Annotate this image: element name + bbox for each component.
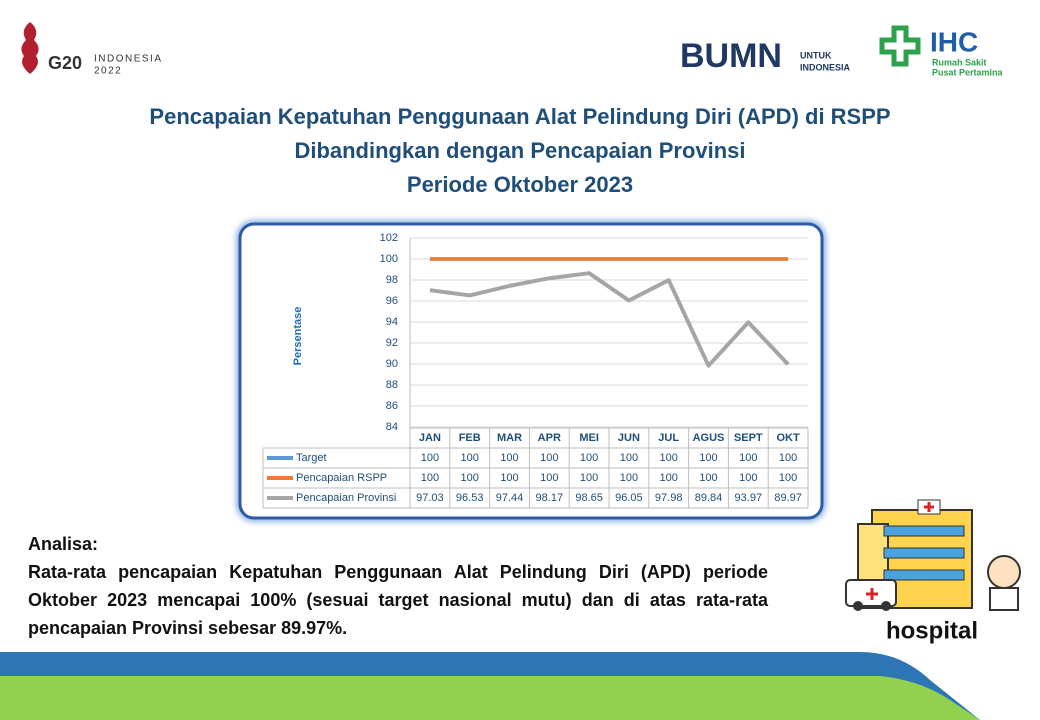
table-value: 96.53 xyxy=(456,492,484,504)
x-tick-label: APR xyxy=(538,432,561,444)
table-value: 100 xyxy=(620,472,638,484)
table-value: 100 xyxy=(699,452,717,464)
hospital-label: hospital xyxy=(886,617,978,644)
g20-logo: G20 INDONESIA 2022 xyxy=(21,22,163,77)
table-value: 89.84 xyxy=(695,492,723,504)
table-value: 89.97 xyxy=(774,492,802,504)
ihc-logo: IHC Rumah Sakit Pusat Pertamina xyxy=(879,25,1004,77)
x-tick-label: MAR xyxy=(497,432,522,444)
x-tick-label: FEB xyxy=(459,432,481,444)
ihc-sub: Pusat Pertamina xyxy=(932,67,1004,77)
bumn-sub: INDONESIA xyxy=(800,62,851,72)
y-tick-label: 102 xyxy=(380,232,398,244)
table-value: 100 xyxy=(580,472,598,484)
table-value: 100 xyxy=(739,472,757,484)
table-value: 100 xyxy=(500,472,518,484)
table-value: 100 xyxy=(779,472,797,484)
x-tick-label: JUN xyxy=(618,432,640,444)
y-tick-label: 84 xyxy=(386,421,398,433)
legend-label: Target xyxy=(296,452,327,464)
ihc-text: IHC xyxy=(930,26,978,57)
table-value: 93.97 xyxy=(735,492,763,504)
x-tick-label: MEI xyxy=(579,432,599,444)
table-value: 100 xyxy=(421,452,439,464)
y-tick-label: 98 xyxy=(386,274,398,286)
table-value: 100 xyxy=(421,472,439,484)
g20-sub: 2022 xyxy=(94,66,122,77)
table-value: 100 xyxy=(739,452,757,464)
table-value: 100 xyxy=(779,452,797,464)
table-value: 100 xyxy=(461,472,479,484)
table-value: 100 xyxy=(660,452,678,464)
wave-green xyxy=(0,676,980,720)
table-value: 96.05 xyxy=(615,492,643,504)
legend-label: Pencapaian RSPP xyxy=(296,472,387,484)
y-tick-label: 88 xyxy=(386,379,398,391)
y-axis-label: Persentase xyxy=(292,307,304,366)
x-tick-label: OKT xyxy=(776,432,800,444)
table-value: 100 xyxy=(620,452,638,464)
table-value: 100 xyxy=(540,472,558,484)
ihc-sub: Rumah Sakit xyxy=(932,57,987,67)
table-value: 100 xyxy=(500,452,518,464)
analysis-text: Rata-rata pencapaian Kepatuhan Penggunaa… xyxy=(28,562,768,638)
g20-text: G20 xyxy=(48,53,82,73)
table-value: 97.98 xyxy=(655,492,683,504)
y-tick-label: 100 xyxy=(380,253,398,265)
y-tick-label: 96 xyxy=(386,295,398,307)
table-value: 100 xyxy=(660,472,678,484)
y-tick-label: 86 xyxy=(386,400,398,412)
table-value: 98.17 xyxy=(536,492,564,504)
x-tick-label: JAN xyxy=(419,432,441,444)
table-value: 97.03 xyxy=(416,492,444,504)
hospital-illustration: hospital xyxy=(845,499,1021,644)
legend-label: Pencapaian Provinsi xyxy=(296,492,396,504)
table-value: 100 xyxy=(461,452,479,464)
table-value: 97.44 xyxy=(496,492,524,504)
chart-title: Dibandingkan dengan Pencapaian Provinsi xyxy=(294,138,745,163)
table-value: 98.65 xyxy=(575,492,603,504)
bumn-text: BUMN xyxy=(680,37,782,75)
bumn-logo: BUMN UNTUK INDONESIA xyxy=(680,37,851,75)
series-line xyxy=(429,271,790,368)
y-tick-label: 92 xyxy=(386,337,398,349)
analysis-heading: Analisa: xyxy=(28,534,99,554)
x-tick-label: AGUS xyxy=(693,432,725,444)
table-value: 100 xyxy=(699,472,717,484)
chart-title: Pencapaian Kepatuhan Penggunaan Alat Pel… xyxy=(149,104,890,129)
chart-title: Periode Oktober 2023 xyxy=(407,172,633,197)
x-tick-label: SEPT xyxy=(734,432,763,444)
g20-sub: INDONESIA xyxy=(94,54,163,65)
y-tick-label: 90 xyxy=(386,358,398,370)
table-value: 100 xyxy=(540,452,558,464)
bumn-sub: UNTUK xyxy=(800,50,832,60)
analysis: Analisa: Rata-rata pencapaian Kepatuhan … xyxy=(28,530,768,642)
table-value: 100 xyxy=(580,452,598,464)
y-tick-label: 94 xyxy=(386,316,398,328)
x-tick-label: JUL xyxy=(658,432,679,444)
